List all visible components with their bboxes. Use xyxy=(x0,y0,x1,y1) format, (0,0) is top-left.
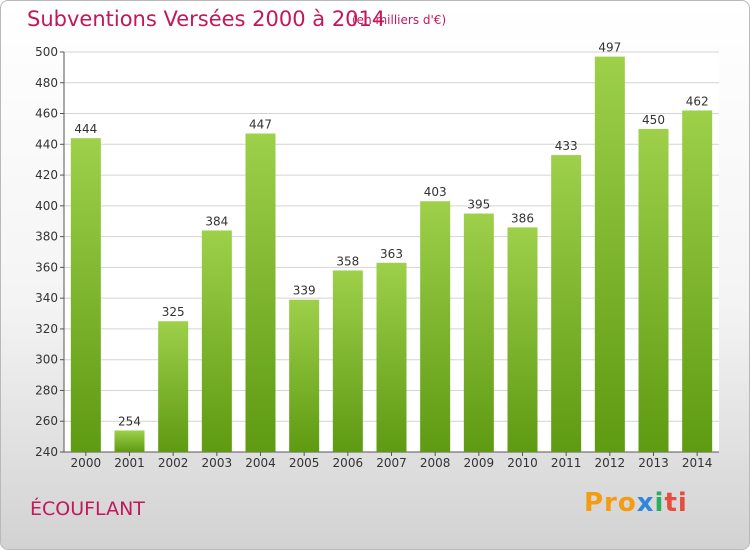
logo-part: x xyxy=(636,488,655,518)
y-tick-label: 360 xyxy=(35,260,58,274)
x-tick-label: 2000 xyxy=(71,456,102,470)
bars xyxy=(70,56,713,453)
y-tick-label: 420 xyxy=(35,168,58,182)
x-tick-label: 2008 xyxy=(420,456,451,470)
bar-2004 xyxy=(245,133,276,453)
y-tick-label: 440 xyxy=(35,137,58,151)
bar-2013 xyxy=(638,128,669,452)
data-label-2001: 254 xyxy=(118,414,141,428)
bar-2007 xyxy=(376,262,407,452)
bar-2006 xyxy=(332,270,363,452)
chart-title: Subventions Versées 2000 à 2014 xyxy=(27,7,386,31)
x-tick-label: 2001 xyxy=(114,456,145,470)
y-tick-label: 400 xyxy=(35,199,58,213)
x-tick-label: 2012 xyxy=(595,456,626,470)
data-label-2010: 386 xyxy=(511,211,534,225)
data-label-2002: 325 xyxy=(162,305,185,319)
x-tick-label: 2009 xyxy=(464,456,495,470)
y-tick-label: 280 xyxy=(35,383,58,397)
x-tick-label: 2006 xyxy=(333,456,364,470)
bar-2009 xyxy=(463,213,494,452)
data-label-2008: 403 xyxy=(424,185,447,199)
bar-2005 xyxy=(289,299,320,452)
labels: 2000 444 2001 254 2002 325 2003 384 2004 447 2005 3… xyxy=(71,41,713,470)
bar-2012 xyxy=(594,56,625,452)
data-label-2011: 433 xyxy=(555,139,578,153)
bar-2011 xyxy=(551,155,582,453)
data-label-2009: 395 xyxy=(467,198,490,212)
data-label-2000: 444 xyxy=(74,122,97,136)
data-label-2003: 384 xyxy=(205,214,228,228)
y-tick-label: 380 xyxy=(35,230,58,244)
data-label-2006: 358 xyxy=(336,254,359,268)
y-tick-label: 500 xyxy=(35,45,58,59)
logo-part: Pro xyxy=(584,488,637,518)
y-tick-label: 300 xyxy=(35,353,58,367)
data-label-2012: 497 xyxy=(598,41,621,55)
x-tick-label: 2002 xyxy=(158,456,189,470)
y-tick-label: 240 xyxy=(35,445,58,459)
y-tick-label: 340 xyxy=(35,291,58,305)
data-label-2013: 450 xyxy=(642,113,665,127)
x-tick-label: 2007 xyxy=(376,456,407,470)
logo-part: ti xyxy=(664,488,688,518)
bar-2001 xyxy=(114,430,145,452)
y-tick-label: 460 xyxy=(35,107,58,121)
bar-2002 xyxy=(158,321,189,452)
bar-2000 xyxy=(70,138,101,452)
proxiti-logo: Proxiti xyxy=(584,488,688,518)
y-tick-label: 260 xyxy=(35,414,58,428)
logo-part: i xyxy=(654,488,665,518)
data-label-2007: 363 xyxy=(380,247,403,261)
x-tick-label: 2013 xyxy=(638,456,669,470)
chart-subtitle: (en milliers d'€) xyxy=(352,13,447,27)
x-tick-label: 2005 xyxy=(289,456,320,470)
x-tick-label: 2004 xyxy=(245,456,276,470)
data-label-2005: 339 xyxy=(293,284,316,298)
data-label-2004: 447 xyxy=(249,118,272,132)
bar-2008 xyxy=(420,201,451,452)
x-tick-label: 2003 xyxy=(202,456,233,470)
commune-name: ÉCOUFLANT xyxy=(30,498,145,520)
x-tick-label: 2014 xyxy=(682,456,713,470)
data-label-2014: 462 xyxy=(686,94,709,108)
x-tick-label: 2011 xyxy=(551,456,582,470)
y-tick-label: 320 xyxy=(35,322,58,336)
bar-2014 xyxy=(682,110,713,452)
y-tick-label: 480 xyxy=(35,76,58,90)
bar-2010 xyxy=(507,227,538,452)
x-tick-label: 2010 xyxy=(507,456,538,470)
bar-2003 xyxy=(201,230,232,452)
